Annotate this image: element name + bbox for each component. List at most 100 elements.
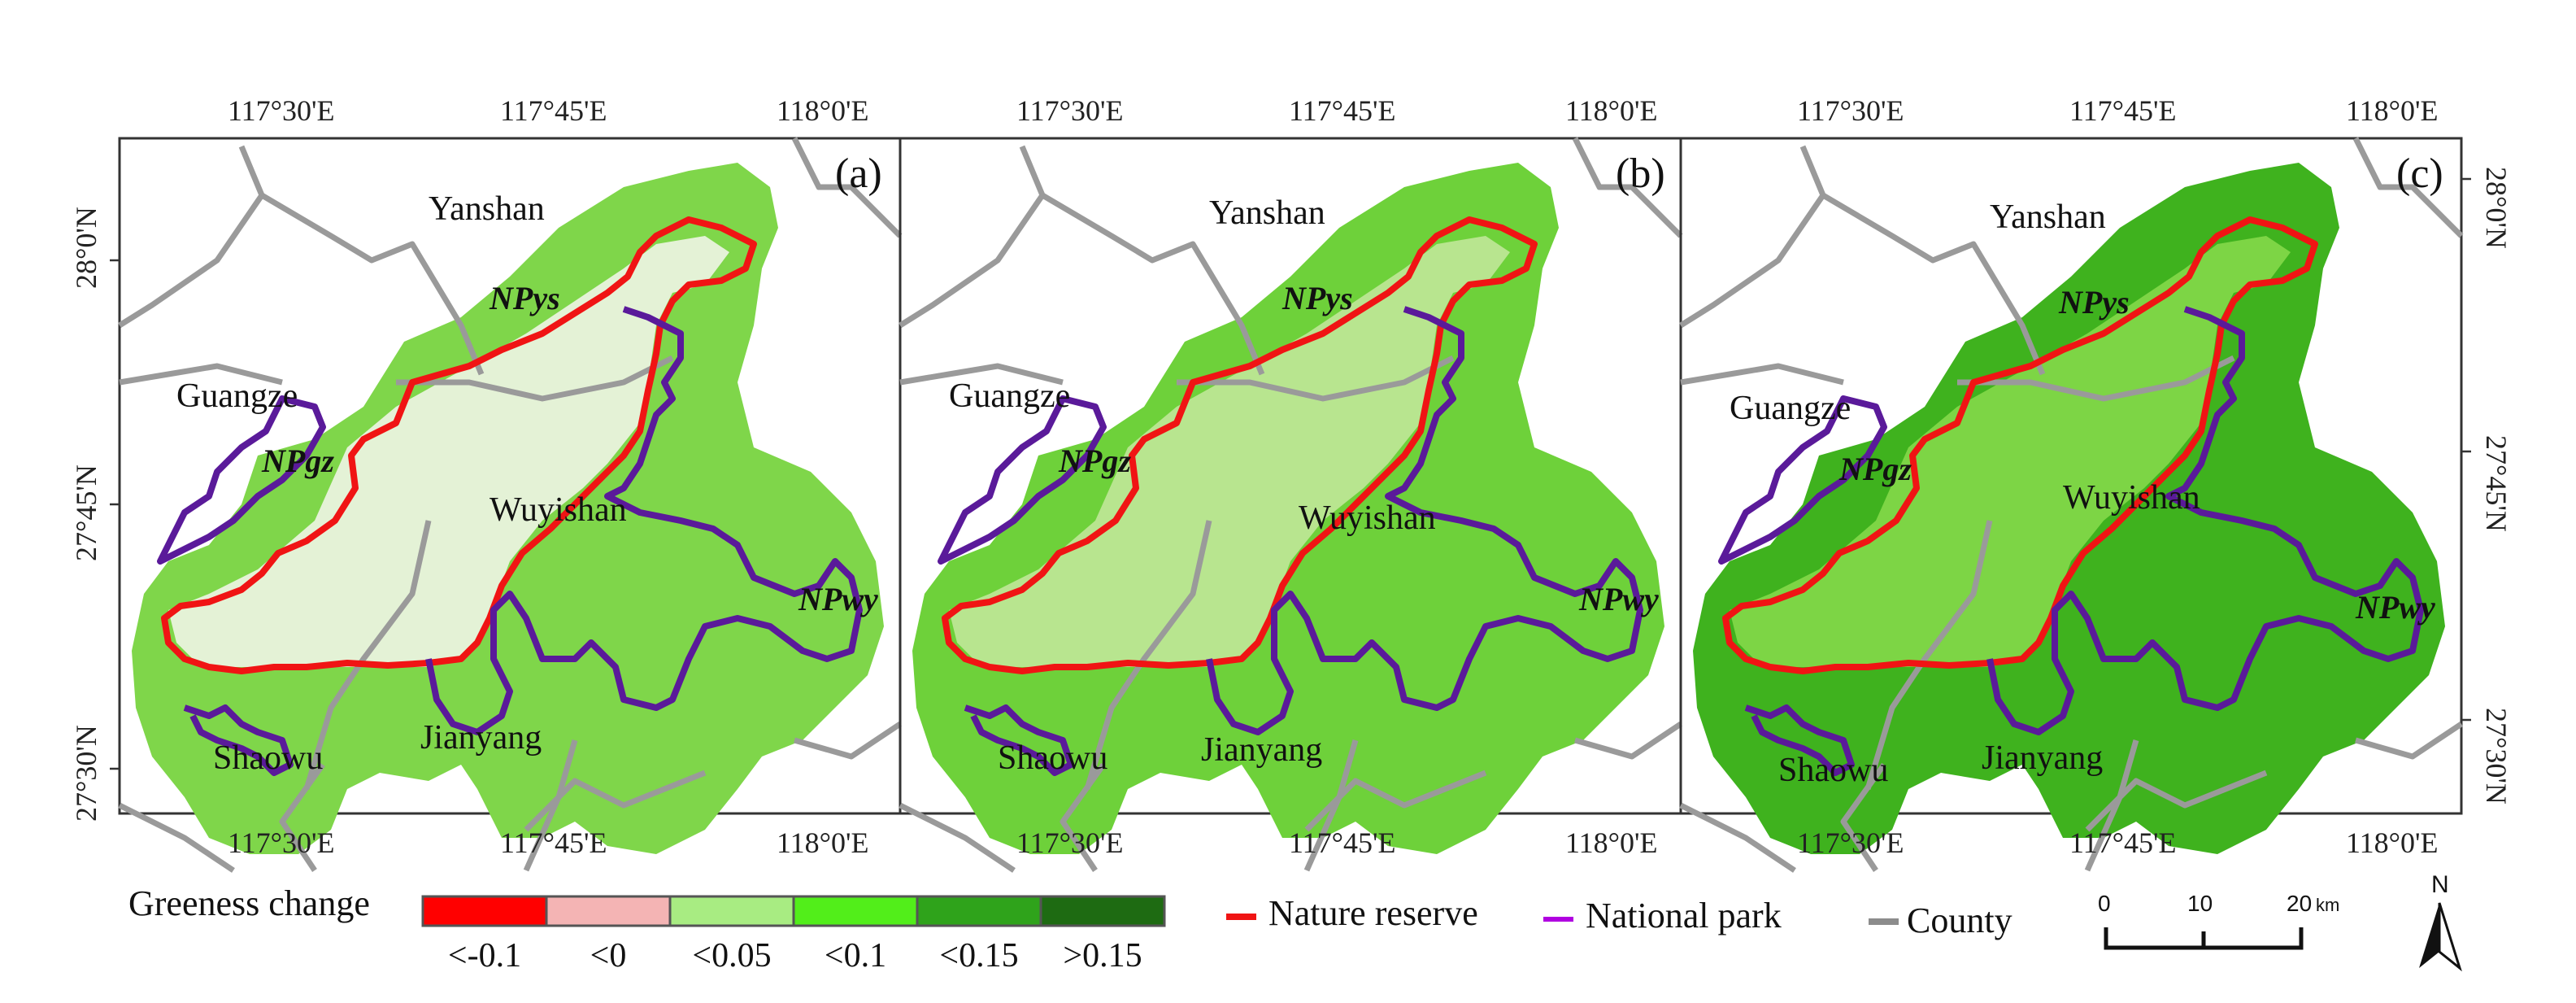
lon-label: 118°0'E [777, 94, 869, 127]
scale-unit: km [2316, 895, 2339, 915]
place-wuyishan-c: Wuyishan [2063, 479, 2200, 517]
north-arrow-icon: N [2419, 871, 2462, 972]
legend-nature-reserve-label: Nature reserve [1268, 893, 1478, 933]
national-park-boundary [425, 306, 863, 735]
legend-national-park-label: National park [1586, 896, 1782, 935]
park-label-wy-a: NPwy [798, 581, 878, 617]
legend-swatch [421, 895, 548, 927]
county-boundary [1304, 770, 1487, 832]
lon-label: 117°30'E [228, 94, 335, 127]
nature-reserve-boundary [1722, 216, 2318, 674]
lon-label: 117°45'E [1289, 94, 1396, 127]
lon-label: 118°0'E [777, 826, 869, 859]
lon-label: 117°30'E [1797, 94, 1904, 127]
map-panel-b: (b) Yanshan Guangze Wuyishan Jianyang Sh… [899, 137, 1683, 873]
place-yanshan-a: Yanshan [429, 190, 545, 228]
lat-label: 27°30'N [2480, 708, 2513, 805]
place-yanshan-c: Yanshan [1990, 198, 2106, 236]
county-boundary [2355, 722, 2463, 760]
legend-class-label: <0 [590, 937, 627, 975]
legend-swatch [545, 895, 672, 927]
study-area-map-c [1679, 137, 2464, 873]
lat-label: 27°45'N [2480, 435, 2513, 532]
park-label-gz-c: NPgz [1838, 451, 1912, 487]
county-boundary [279, 762, 325, 872]
national-park-boundary [938, 395, 1107, 565]
park-label-ys-a: NPys [489, 280, 560, 316]
national-park-boundary [183, 704, 294, 776]
place-wuyishan-a: Wuyishan [490, 491, 627, 529]
legend-class-label: <-0.1 [448, 937, 521, 975]
lat-label: 28°0'N [2480, 167, 2513, 249]
legend-class-label: <0.15 [939, 937, 1018, 975]
county-boundary [118, 145, 265, 328]
place-shaowu-b: Shaowu [998, 739, 1107, 777]
park-label-ys-c: NPys [2058, 284, 2130, 321]
lon-label: 118°0'E [1565, 826, 1658, 859]
county-boundary [1679, 802, 1796, 873]
legend-class-label: <0.05 [692, 937, 771, 975]
county-boundary [791, 137, 903, 238]
county-boundary [1084, 520, 1212, 791]
county-boundary [1060, 762, 1106, 872]
county-boundary [1865, 520, 1993, 791]
national-park-boundary [1718, 395, 1887, 565]
lon-label: 117°45'E [500, 94, 607, 127]
lon-label: 117°30'E [1797, 826, 1904, 859]
study-area-map-a [118, 137, 903, 873]
county-boundary [1041, 192, 1265, 376]
nature-reserve-interior [1730, 236, 2291, 667]
county-boundary [1574, 722, 1682, 760]
scale-tick-20: 20 [2287, 891, 2312, 916]
place-shaowu-a: Shaowu [213, 739, 323, 777]
county-boundary [1840, 762, 1886, 872]
lon-label: 118°0'E [1565, 94, 1658, 127]
national-park-boundary [1206, 306, 1643, 735]
national-park-boundary [964, 704, 1074, 776]
county-boundary [1572, 137, 1683, 238]
legend-color-ramp [421, 895, 1166, 927]
county-boundary [2352, 137, 2464, 238]
county-boundary [899, 363, 1064, 386]
lat-label: 27°45'N [70, 464, 102, 561]
lon-label: 117°30'E [228, 826, 335, 859]
legend-swatch [916, 895, 1042, 927]
scale-tick-0: 0 [2098, 891, 2111, 916]
lon-label: 117°45'E [2069, 826, 2177, 859]
lon-label: 117°45'E [2069, 94, 2177, 127]
park-label-ys-b: NPys [1281, 280, 1353, 316]
lon-label: 117°45'E [1289, 826, 1396, 859]
scale-tick-10: 10 [2187, 891, 2213, 916]
place-wuyishan-b: Wuyishan [1299, 499, 1436, 537]
lon-label: 117°45'E [500, 826, 607, 859]
lon-label: 118°0'E [2346, 94, 2439, 127]
county-boundary [1679, 145, 1826, 328]
panel-label-a: (a) [835, 150, 882, 197]
place-guangze-b: Guangze [949, 377, 1070, 415]
national-park-boundary [157, 395, 326, 565]
legend-class-label: >0.15 [1063, 937, 1142, 975]
county-boundary [1957, 355, 2235, 402]
legend-county-label: County [1907, 901, 2012, 940]
national-park-boundary [1744, 704, 1855, 776]
place-jianyang-a: Jianyang [420, 719, 542, 757]
county-boundary [119, 363, 283, 386]
legend-swatch [1039, 895, 1166, 927]
nature-reserve-boundary [161, 216, 757, 674]
place-shaowu-c: Shaowu [1778, 752, 1888, 789]
county-boundary [794, 722, 902, 760]
nature-reserve-interior [168, 236, 729, 667]
county-boundary [2085, 770, 2268, 832]
lon-label: 118°0'E [2346, 826, 2439, 859]
legend-swatch [668, 895, 795, 927]
county-boundary [899, 802, 1016, 873]
park-label-wy-c: NPwy [2355, 589, 2435, 626]
legend-swatch [792, 895, 919, 927]
panel-label-c: (c) [2396, 150, 2443, 197]
legend-title: Greeness change [128, 883, 370, 923]
county-boundary [1177, 355, 1455, 402]
study-area-map-b [899, 137, 1683, 873]
county-boundary [1680, 363, 1844, 386]
county-boundary [303, 520, 432, 791]
county-boundary [1821, 192, 2046, 376]
